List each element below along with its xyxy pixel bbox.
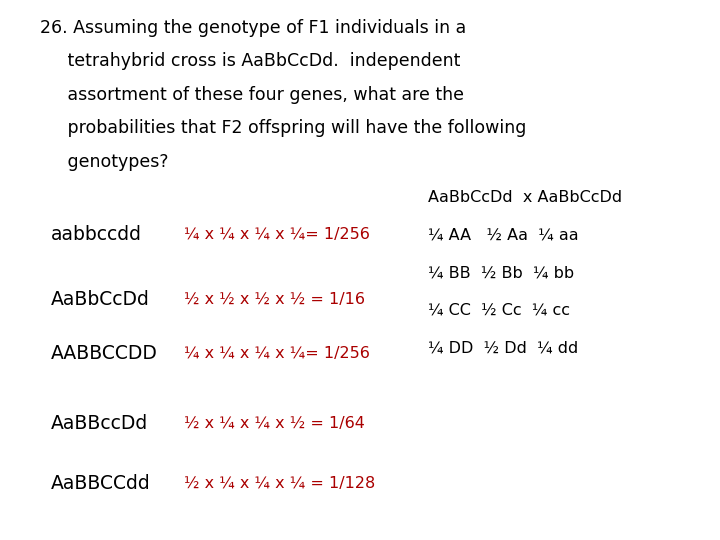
Text: probabilities that F2 offspring will have the following: probabilities that F2 offspring will hav… [40,119,526,137]
Text: AaBbCcDd: AaBbCcDd [50,290,149,309]
Text: ¼ DD  ½ Dd  ¼ dd: ¼ DD ½ Dd ¼ dd [428,341,579,356]
Text: assortment of these four genes, what are the: assortment of these four genes, what are… [40,86,464,104]
Text: 26. Assuming the genotype of F1 individuals in a: 26. Assuming the genotype of F1 individu… [40,19,466,37]
Text: ¼ x ¼ x ¼ x ¼= 1/256: ¼ x ¼ x ¼ x ¼= 1/256 [184,227,369,242]
Text: tetrahybrid cross is AaBbCcDd.  independent: tetrahybrid cross is AaBbCcDd. independe… [40,52,460,70]
Text: AaBBCCdd: AaBBCCdd [50,474,150,493]
Text: ½ x ¼ x ¼ x ½ = 1/64: ½ x ¼ x ¼ x ½ = 1/64 [184,416,364,431]
Text: aabbccdd: aabbccdd [50,225,141,245]
Text: AABBCCDD: AABBCCDD [50,344,157,363]
Text: ½ x ½ x ½ x ½ = 1/16: ½ x ½ x ½ x ½ = 1/16 [184,292,364,307]
Text: ¼ CC  ½ Cc  ¼ cc: ¼ CC ½ Cc ¼ cc [428,303,570,318]
Text: genotypes?: genotypes? [40,153,168,171]
Text: ¼ BB  ½ Bb  ¼ bb: ¼ BB ½ Bb ¼ bb [428,265,575,280]
Text: AaBBccDd: AaBBccDd [50,414,148,434]
Text: AaBbCcDd  x AaBbCcDd: AaBbCcDd x AaBbCcDd [428,190,623,205]
Text: ¼ x ¼ x ¼ x ¼= 1/256: ¼ x ¼ x ¼ x ¼= 1/256 [184,346,369,361]
Text: ¼ AA   ½ Aa  ¼ aa: ¼ AA ½ Aa ¼ aa [428,227,579,242]
Text: ½ x ¼ x ¼ x ¼ = 1/128: ½ x ¼ x ¼ x ¼ = 1/128 [184,476,375,491]
